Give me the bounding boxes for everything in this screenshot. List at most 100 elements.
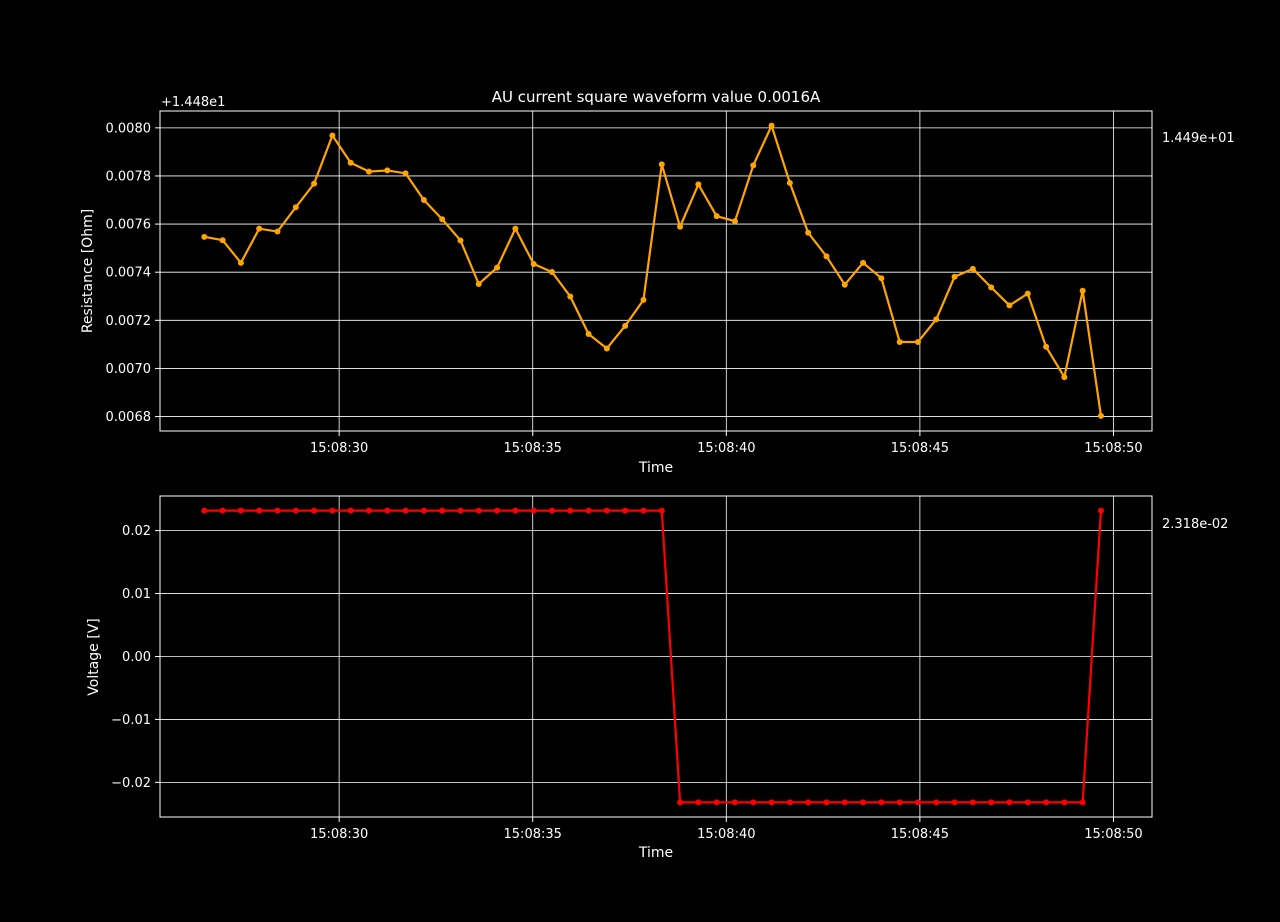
data-point <box>878 799 885 806</box>
data-point <box>951 799 958 806</box>
data-point <box>256 507 263 514</box>
data-point <box>201 233 208 240</box>
y-tick-label: 0.0076 <box>106 218 152 233</box>
data-point <box>658 507 665 514</box>
data-point <box>713 799 720 806</box>
data-point <box>329 507 336 514</box>
data-point <box>512 507 519 514</box>
data-point <box>731 799 738 806</box>
data-point <box>841 281 848 288</box>
data-point <box>768 122 775 129</box>
data-point <box>677 223 684 230</box>
data-point <box>420 507 427 514</box>
data-point <box>786 179 793 186</box>
data-point <box>365 507 372 514</box>
side-label: 2.318e-02 <box>1162 517 1228 532</box>
series-line <box>204 124 1103 416</box>
data-point <box>933 799 940 806</box>
data-point <box>494 264 501 271</box>
data-point <box>567 293 574 300</box>
x-tick-label: 15:08:40 <box>697 827 755 842</box>
y-tick-label: 0.0080 <box>106 121 152 136</box>
x-tick-label: 15:08:50 <box>1084 827 1142 842</box>
x-tick-label: 15:08:35 <box>504 441 562 456</box>
data-point <box>768 799 775 806</box>
data-point <box>347 507 354 514</box>
voltage-chart: 2.318e-02 Time Voltage [V] −0.02 −0.01 0.0… <box>86 495 1228 861</box>
data-point <box>805 229 812 236</box>
data-point <box>1024 799 1031 806</box>
data-point <box>1097 412 1104 419</box>
grid <box>155 111 1152 436</box>
data-point <box>365 168 372 175</box>
data-point <box>878 275 885 282</box>
x-tick-label: 15:08:45 <box>891 827 949 842</box>
data-point <box>951 273 958 280</box>
data-point <box>530 261 537 268</box>
data-point <box>384 507 391 514</box>
data-point <box>1061 374 1068 381</box>
data-point <box>622 322 629 329</box>
grid <box>155 496 1152 822</box>
data-point <box>1043 799 1050 806</box>
data-point <box>1043 343 1050 350</box>
data-point <box>1024 290 1031 297</box>
data-point <box>329 132 336 139</box>
data-point <box>475 280 482 287</box>
y-tick-label: 0.0074 <box>106 266 152 281</box>
x-tick-label: 15:08:35 <box>504 827 562 842</box>
data-point <box>969 799 976 806</box>
data-point <box>713 213 720 220</box>
data-point <box>750 162 757 169</box>
data-point <box>731 218 738 225</box>
y-tick-label: −0.02 <box>111 776 151 791</box>
data-point <box>805 799 812 806</box>
data-point <box>201 507 208 514</box>
series-line <box>204 509 1103 804</box>
data-point <box>237 507 244 514</box>
data-point <box>969 265 976 272</box>
side-label: 1.449e+01 <box>1162 131 1235 146</box>
chart-title: AU current square waveform value 0.0016A <box>492 88 821 106</box>
data-point <box>274 507 281 514</box>
data-point <box>548 507 555 514</box>
data-point <box>219 507 226 514</box>
data-point <box>256 225 263 232</box>
data-point <box>457 237 464 244</box>
data-point <box>603 345 610 352</box>
data-point <box>823 253 830 260</box>
data-point <box>896 799 903 806</box>
data-point <box>494 507 501 514</box>
data-point <box>585 507 592 514</box>
data-point <box>475 507 482 514</box>
x-tick-label: 15:08:30 <box>310 827 368 842</box>
data-point <box>439 216 446 223</box>
data-point <box>1006 302 1013 309</box>
data-point <box>1061 799 1068 806</box>
y-tick-label: 0.00 <box>122 650 151 665</box>
data-point <box>420 197 427 204</box>
y-tick-label: 0.01 <box>122 587 151 602</box>
data-point <box>640 296 647 303</box>
data-point <box>567 507 574 514</box>
data-point <box>695 799 702 806</box>
y-tick-label: 0.0068 <box>106 410 152 425</box>
data-point <box>677 799 684 806</box>
data-point <box>530 507 537 514</box>
resistance-chart: AU current square waveform value 0.0016A… <box>80 88 1235 476</box>
axes-frame <box>159 495 1153 818</box>
data-point <box>933 316 940 323</box>
data-point <box>1079 287 1086 294</box>
data-point <box>695 181 702 188</box>
data-point <box>1097 507 1104 514</box>
data-point <box>860 799 867 806</box>
y-tick-label: 0.0072 <box>106 314 152 329</box>
data-point <box>311 180 318 187</box>
x-tick-label: 15:08:30 <box>310 441 368 456</box>
data-point <box>439 507 446 514</box>
x-axis-label: Time <box>638 460 673 476</box>
data-point <box>585 331 592 338</box>
data-point <box>823 799 830 806</box>
data-point <box>292 204 299 211</box>
